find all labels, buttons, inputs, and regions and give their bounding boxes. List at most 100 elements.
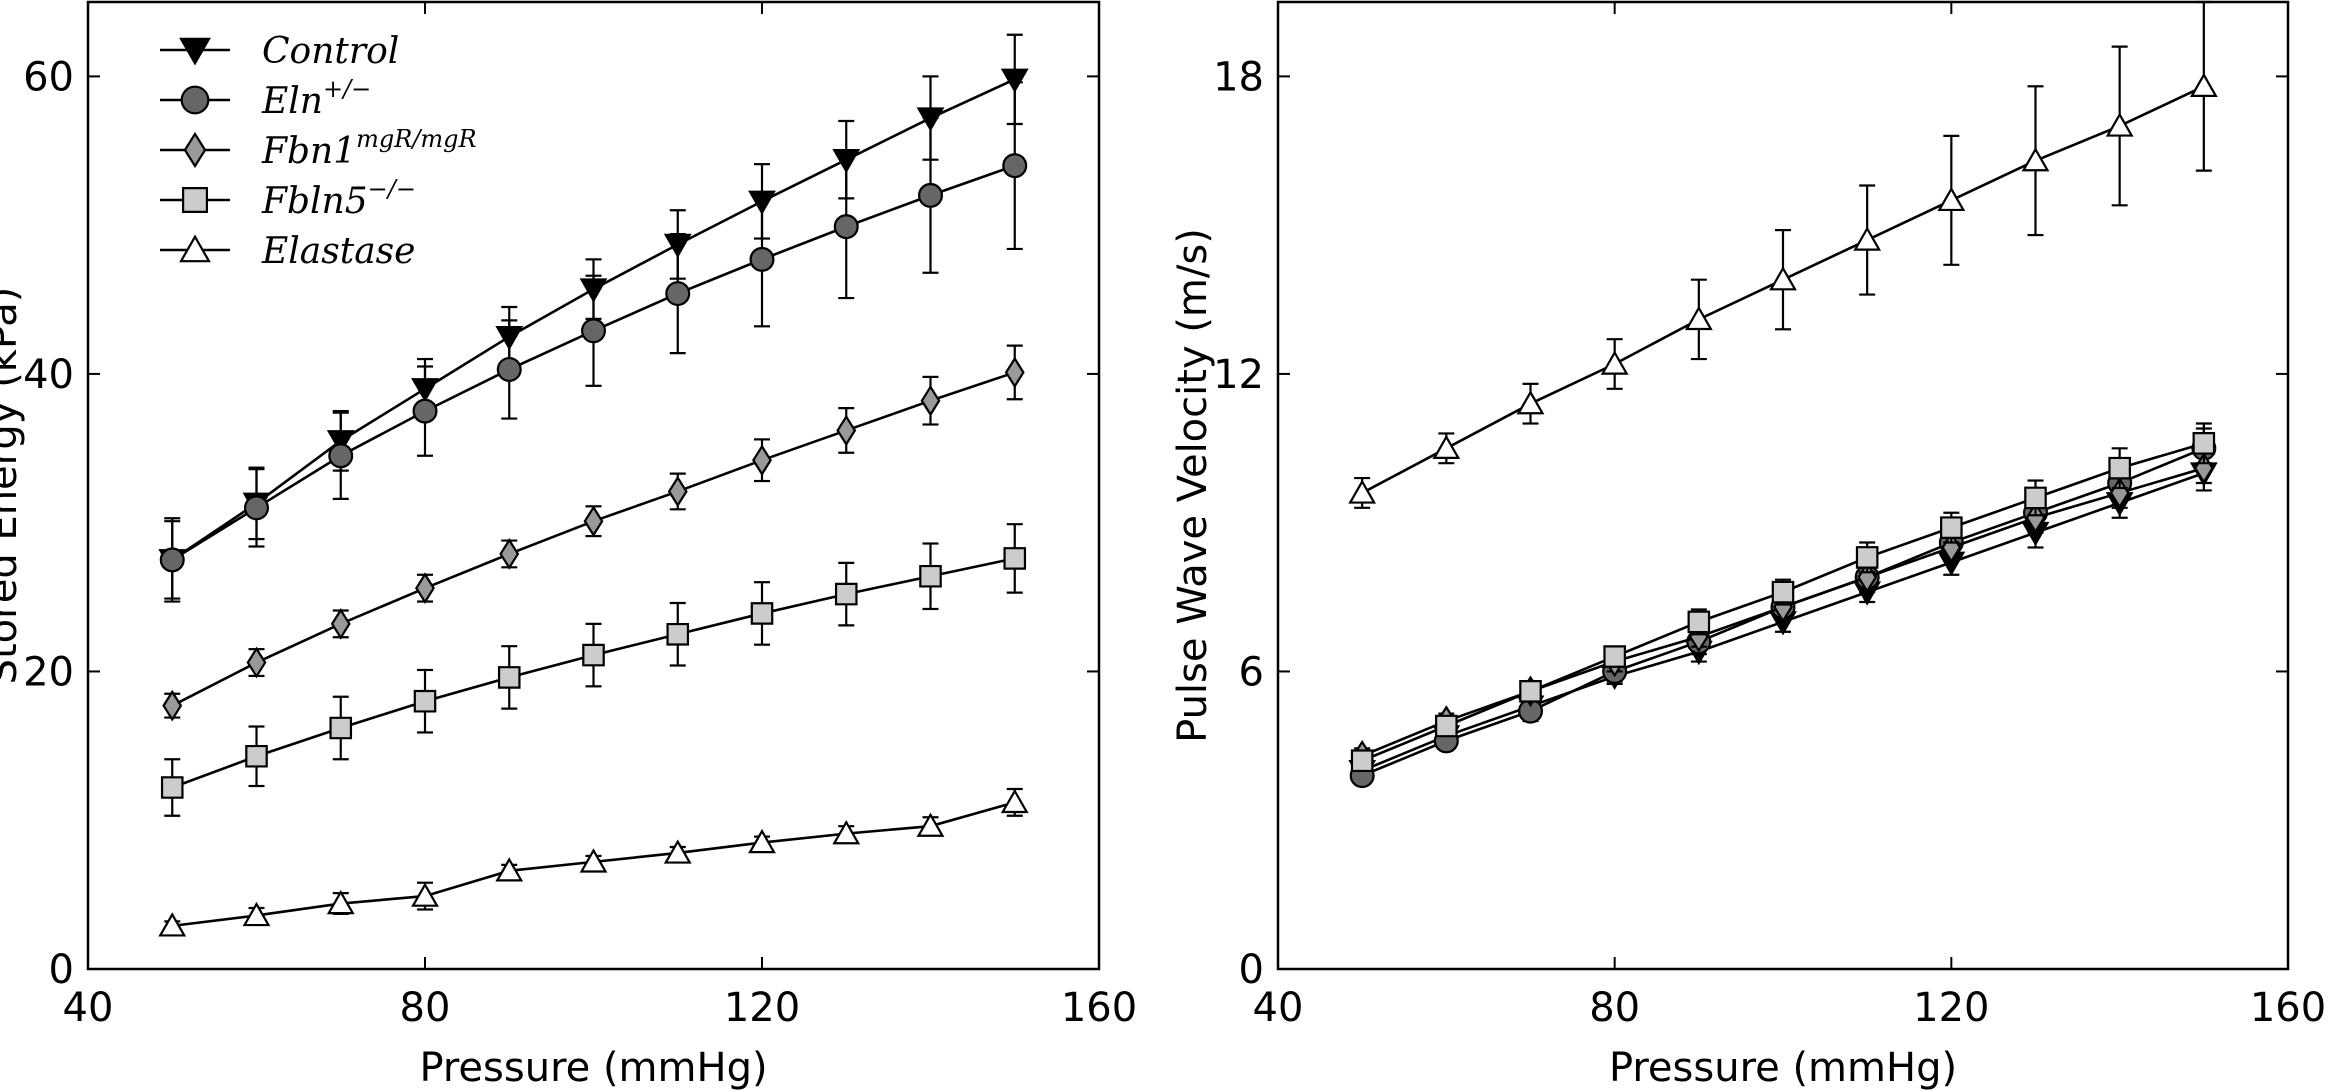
legend-label-text: Elastase [261, 231, 415, 272]
series-2 [162, 344, 1025, 722]
y-tick-label: 18 [1213, 54, 1264, 100]
data-point [495, 857, 524, 882]
y-tick-label: 0 [1239, 947, 1264, 993]
data-point [1603, 645, 1626, 668]
x-tick-label: 120 [1913, 985, 1989, 1031]
data-point [1687, 610, 1711, 634]
data-point [1855, 546, 1879, 569]
data-point [1519, 679, 1542, 703]
data-point [1000, 68, 1029, 93]
data-point [499, 538, 520, 570]
legend-label-superscript: +/− [323, 75, 371, 103]
data-point [583, 505, 604, 538]
legend-label-text: Fbln5 [261, 181, 368, 222]
data-point [245, 744, 268, 768]
data-point [496, 357, 522, 382]
chart-panel-left: 40 80 120 160 0 20 40 60 Pressure (mmHg) Stored E… [0, 0, 1137, 1091]
data-point [497, 666, 521, 689]
data-point [582, 643, 605, 667]
data-point [329, 716, 353, 740]
data-point [919, 564, 942, 588]
y-axis-label: Pulse Wave Velocity (m/s) [1170, 228, 1216, 743]
series-1 [159, 81, 1028, 603]
data-point [1516, 390, 1545, 415]
data-point [579, 848, 608, 873]
y-tick-label: 0 [49, 947, 74, 993]
data-point [834, 582, 858, 606]
legend-marker [183, 131, 207, 169]
data-point [242, 901, 271, 927]
data-point [415, 572, 435, 605]
y-tick-label: 20 [23, 649, 74, 695]
data-point [1600, 350, 1629, 375]
y-tick-label: 12 [1213, 352, 1264, 398]
data-point [836, 414, 857, 447]
legend-label-text: Fbn1 [261, 131, 356, 172]
data-point [750, 602, 774, 625]
data-point [748, 828, 776, 854]
chart-panel-right: 40 80 120 160 0 6 12 18 Pressure (mmHg) Pulse Wav… [1170, 0, 2326, 1091]
legend-label-text: Control [262, 31, 399, 72]
data-point [1000, 788, 1029, 814]
data-point [1769, 266, 1797, 291]
data-point [2108, 456, 2131, 480]
data-point [667, 475, 688, 508]
x-tick-label: 80 [400, 985, 451, 1031]
data-point [412, 398, 438, 424]
y-tick-label: 60 [23, 54, 74, 100]
legend-label-text: Eln [261, 81, 323, 122]
series-3 [160, 523, 1027, 817]
data-point [920, 384, 941, 417]
data-point [243, 495, 270, 521]
data-point [1771, 580, 1795, 604]
data-point [1348, 479, 1377, 504]
data-point [1940, 516, 1963, 539]
data-point [833, 214, 859, 240]
legend-label-superscript: mgR/mgR [356, 125, 476, 153]
data-point [832, 820, 861, 845]
data-point [246, 646, 267, 679]
data-point [2021, 147, 2050, 172]
data-point [1002, 153, 1028, 179]
series-4 [158, 787, 1029, 937]
x-tick-label: 120 [724, 985, 800, 1031]
data-point [1853, 226, 1882, 251]
data-point [749, 246, 775, 272]
data-point [1937, 186, 1966, 212]
series-4 [1348, 0, 2218, 509]
x-axis-label: Pressure (mmHg) [1609, 1045, 1957, 1091]
legend-marker [179, 234, 211, 263]
x-tick-label: 80 [1589, 985, 1640, 1031]
data-point [666, 622, 690, 646]
legend-label: Fbln5−/− [261, 175, 416, 222]
series-3 [1350, 422, 2216, 773]
data-point [1432, 434, 1461, 460]
data-point [162, 689, 183, 722]
plot-frame [1276, 0, 2290, 971]
data-point [2105, 112, 2134, 137]
data-point [580, 318, 607, 344]
data-point [159, 547, 185, 573]
data-point [1684, 305, 1713, 331]
x-tick-label: 40 [1253, 985, 1304, 1031]
y-tick-label: 6 [1239, 649, 1264, 695]
data-point [2025, 501, 2046, 534]
data-point [2192, 432, 2216, 455]
data-point [158, 912, 187, 937]
data-point [160, 776, 184, 799]
legend-marker [182, 187, 208, 213]
x-tick-label: 160 [1061, 985, 1137, 1031]
legend-label: Fbn1mgR/mgR [261, 125, 477, 172]
data-point [411, 882, 439, 907]
data-point [1004, 356, 1025, 389]
data-point [665, 281, 691, 307]
legend-label: Control [262, 31, 399, 72]
data-point [916, 812, 945, 837]
y-tick-label: 40 [23, 352, 74, 398]
data-point [1435, 714, 1458, 738]
y-axis-label: Stored Energy (kPa) [0, 287, 26, 685]
data-point [413, 689, 437, 713]
legend-label-superscript: −/− [368, 175, 416, 203]
